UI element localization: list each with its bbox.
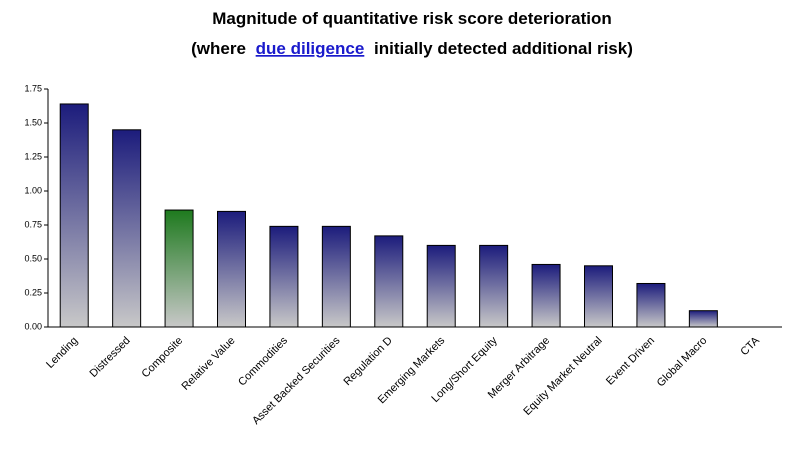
y-tick-label: 0.00 bbox=[24, 321, 42, 331]
bar bbox=[321, 225, 351, 328]
y-tick-label: 0.50 bbox=[24, 253, 42, 263]
y-tick-label: 1.00 bbox=[24, 185, 42, 195]
subtitle-part: initially detected additional risk) bbox=[374, 39, 633, 58]
bar bbox=[636, 282, 666, 328]
bar bbox=[112, 129, 142, 328]
x-tick-label: Regulation D bbox=[341, 335, 394, 388]
bar bbox=[374, 235, 404, 328]
bar bbox=[217, 210, 246, 328]
x-tick-label: Event Driven bbox=[604, 335, 657, 388]
bar bbox=[269, 225, 299, 328]
bar bbox=[59, 103, 89, 328]
bar bbox=[479, 244, 509, 328]
chart-subtitle: (where due diligence initially detected … bbox=[191, 39, 633, 58]
y-tick-label: 0.75 bbox=[24, 219, 42, 229]
x-tick-label: Relative Value bbox=[180, 335, 238, 393]
y-tick-label: 1.50 bbox=[24, 117, 42, 127]
x-tick-label: Composite bbox=[140, 335, 186, 381]
x-tick-label: Distressed bbox=[88, 335, 133, 380]
bar bbox=[531, 263, 561, 328]
bar bbox=[164, 209, 194, 328]
y-tick-label: 1.75 bbox=[24, 83, 42, 93]
bar bbox=[584, 265, 613, 328]
chart-title: Magnitude of quantitative risk score det… bbox=[212, 9, 612, 28]
x-tick-label: CTA bbox=[738, 334, 762, 358]
x-tick-label: Lending bbox=[44, 335, 80, 371]
x-tick-label: Commodities bbox=[236, 334, 290, 388]
x-tick-label: Global Macro bbox=[655, 335, 710, 390]
subtitle-part: (where bbox=[191, 39, 246, 58]
y-tick-label: 0.25 bbox=[24, 287, 42, 297]
bar bbox=[688, 310, 718, 328]
bar bbox=[426, 244, 456, 328]
x-tick-label: Asset Backed Securities bbox=[250, 334, 343, 427]
subtitle-highlight: due diligence bbox=[256, 39, 365, 58]
y-tick-label: 1.25 bbox=[24, 151, 42, 161]
